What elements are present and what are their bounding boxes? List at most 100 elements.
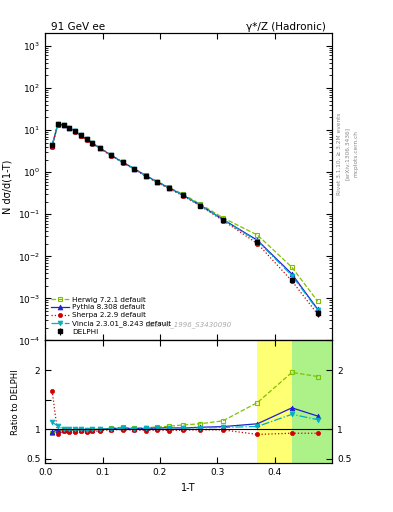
- Sherpa 2.2.9 default: [109, 153, 114, 159]
- Herwig 7.2.1 default: [120, 159, 125, 165]
- Vincia 2.3.01_8.243 default: [166, 184, 171, 190]
- Sherpa 2.2.9 default: [90, 140, 95, 146]
- Sherpa 2.2.9 default: [290, 278, 294, 284]
- Pythia 8.308 default: [221, 217, 226, 223]
- Herwig 7.2.1 default: [315, 298, 320, 305]
- Y-axis label: Ratio to DELPHI: Ratio to DELPHI: [11, 369, 20, 435]
- Pythia 8.308 default: [73, 128, 77, 134]
- Pythia 8.308 default: [120, 159, 125, 165]
- Sherpa 2.2.9 default: [84, 137, 89, 143]
- Herwig 7.2.1 default: [132, 165, 136, 172]
- Text: DELPHI_1996_S3430090: DELPHI_1996_S3430090: [145, 322, 232, 328]
- Vincia 2.3.01_8.243 default: [120, 159, 125, 165]
- Vincia 2.3.01_8.243 default: [55, 121, 60, 127]
- Pythia 8.308 default: [50, 142, 55, 148]
- Line: Pythia 8.308 default: Pythia 8.308 default: [50, 122, 320, 312]
- Herwig 7.2.1 default: [97, 145, 102, 151]
- Pythia 8.308 default: [79, 133, 83, 139]
- Herwig 7.2.1 default: [50, 143, 55, 149]
- Herwig 7.2.1 default: [61, 122, 66, 128]
- Sherpa 2.2.9 default: [120, 160, 125, 166]
- Sherpa 2.2.9 default: [155, 179, 160, 185]
- Vincia 2.3.01_8.243 default: [290, 272, 294, 279]
- Herwig 7.2.1 default: [166, 184, 171, 190]
- Vincia 2.3.01_8.243 default: [90, 140, 95, 146]
- Herwig 7.2.1 default: [67, 125, 72, 131]
- Vincia 2.3.01_8.243 default: [255, 238, 260, 244]
- Bar: [292, 334, 332, 464]
- Sherpa 2.2.9 default: [315, 311, 320, 317]
- Pythia 8.308 default: [166, 184, 171, 190]
- Pythia 8.308 default: [67, 124, 72, 131]
- Sherpa 2.2.9 default: [180, 193, 185, 199]
- Sherpa 2.2.9 default: [166, 185, 171, 191]
- Sherpa 2.2.9 default: [61, 122, 66, 129]
- Text: 91 GeV ee: 91 GeV ee: [51, 22, 105, 32]
- Sherpa 2.2.9 default: [97, 145, 102, 152]
- Pythia 8.308 default: [143, 173, 148, 179]
- Vincia 2.3.01_8.243 default: [143, 173, 148, 179]
- Vincia 2.3.01_8.243 default: [180, 192, 185, 198]
- Vincia 2.3.01_8.243 default: [315, 307, 320, 313]
- Pythia 8.308 default: [155, 179, 160, 185]
- Vincia 2.3.01_8.243 default: [198, 202, 202, 208]
- Text: mcplots.cern.ch: mcplots.cern.ch: [353, 130, 358, 177]
- Herwig 7.2.1 default: [198, 201, 202, 207]
- Bar: [257, 334, 332, 464]
- Sherpa 2.2.9 default: [198, 203, 202, 209]
- Herwig 7.2.1 default: [55, 121, 60, 127]
- Sherpa 2.2.9 default: [79, 133, 83, 139]
- Herwig 7.2.1 default: [255, 232, 260, 238]
- Pythia 8.308 default: [84, 136, 89, 142]
- Sherpa 2.2.9 default: [255, 241, 260, 247]
- Herwig 7.2.1 default: [90, 140, 95, 146]
- Pythia 8.308 default: [90, 140, 95, 146]
- Legend: Herwig 7.2.1 default, Pythia 8.308 default, Sherpa 2.2.9 default, Vincia 2.3.01_: Herwig 7.2.1 default, Pythia 8.308 defau…: [49, 294, 173, 337]
- Sherpa 2.2.9 default: [132, 166, 136, 172]
- Line: Vincia 2.3.01_8.243 default: Vincia 2.3.01_8.243 default: [50, 121, 320, 313]
- Pythia 8.308 default: [198, 202, 202, 208]
- Herwig 7.2.1 default: [155, 179, 160, 185]
- Vincia 2.3.01_8.243 default: [97, 145, 102, 151]
- Vincia 2.3.01_8.243 default: [109, 152, 114, 158]
- Vincia 2.3.01_8.243 default: [67, 124, 72, 131]
- Sherpa 2.2.9 default: [143, 173, 148, 179]
- Sherpa 2.2.9 default: [73, 129, 77, 135]
- Pythia 8.308 default: [315, 306, 320, 312]
- Sherpa 2.2.9 default: [67, 125, 72, 132]
- Text: γ*/Z (Hadronic): γ*/Z (Hadronic): [246, 22, 326, 32]
- Vincia 2.3.01_8.243 default: [221, 217, 226, 223]
- Line: Herwig 7.2.1 default: Herwig 7.2.1 default: [50, 122, 320, 304]
- Vincia 2.3.01_8.243 default: [132, 165, 136, 172]
- Pythia 8.308 default: [180, 192, 185, 198]
- X-axis label: 1-T: 1-T: [181, 483, 196, 493]
- Pythia 8.308 default: [132, 165, 136, 172]
- Vincia 2.3.01_8.243 default: [84, 136, 89, 142]
- Herwig 7.2.1 default: [109, 152, 114, 158]
- Herwig 7.2.1 default: [221, 215, 226, 221]
- Vincia 2.3.01_8.243 default: [73, 128, 77, 134]
- Sherpa 2.2.9 default: [221, 218, 226, 224]
- Pythia 8.308 default: [97, 145, 102, 151]
- Vincia 2.3.01_8.243 default: [155, 179, 160, 185]
- Herwig 7.2.1 default: [84, 136, 89, 142]
- Vincia 2.3.01_8.243 default: [50, 142, 55, 148]
- Herwig 7.2.1 default: [143, 173, 148, 179]
- Herwig 7.2.1 default: [180, 191, 185, 197]
- Text: [arXiv:1306.3436]: [arXiv:1306.3436]: [345, 127, 350, 180]
- Pythia 8.308 default: [255, 237, 260, 243]
- Line: Sherpa 2.2.9 default: Sherpa 2.2.9 default: [50, 122, 320, 316]
- Sherpa 2.2.9 default: [55, 121, 60, 127]
- Herwig 7.2.1 default: [290, 264, 294, 270]
- Pythia 8.308 default: [55, 121, 60, 127]
- Pythia 8.308 default: [109, 152, 114, 158]
- Herwig 7.2.1 default: [79, 133, 83, 139]
- Text: Rivet 3.1.10, ≥ 3.2M events: Rivet 3.1.10, ≥ 3.2M events: [337, 112, 342, 195]
- Herwig 7.2.1 default: [73, 129, 77, 135]
- Vincia 2.3.01_8.243 default: [61, 121, 66, 127]
- Pythia 8.308 default: [61, 122, 66, 128]
- Sherpa 2.2.9 default: [50, 144, 55, 150]
- Pythia 8.308 default: [290, 271, 294, 277]
- Y-axis label: N dσ/d(1-T): N dσ/d(1-T): [2, 160, 12, 214]
- Vincia 2.3.01_8.243 default: [79, 132, 83, 138]
